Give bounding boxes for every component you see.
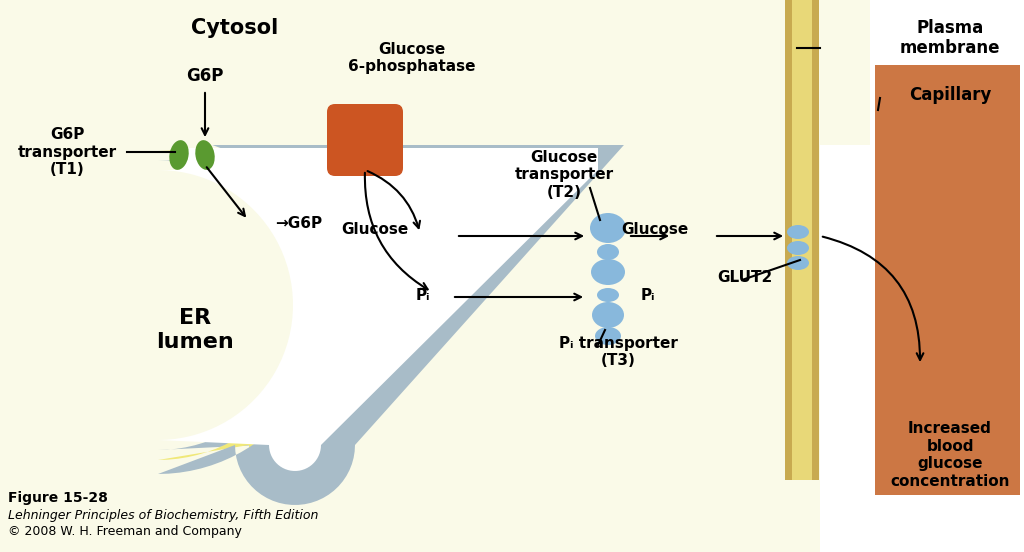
Bar xyxy=(0,0,820,552)
Polygon shape xyxy=(158,170,598,471)
Ellipse shape xyxy=(196,140,215,170)
Ellipse shape xyxy=(787,225,809,239)
Text: Glucose: Glucose xyxy=(622,222,688,237)
Ellipse shape xyxy=(595,327,621,345)
Polygon shape xyxy=(146,136,632,505)
Text: G6P
transporter
(T1): G6P transporter (T1) xyxy=(17,127,117,177)
Bar xyxy=(874,65,1020,495)
FancyBboxPatch shape xyxy=(327,104,403,176)
Text: Cytosol: Cytosol xyxy=(191,18,279,38)
Bar xyxy=(0,0,870,145)
Ellipse shape xyxy=(591,259,625,285)
Bar xyxy=(792,0,812,480)
Polygon shape xyxy=(158,160,608,481)
Text: Pᵢ: Pᵢ xyxy=(641,288,655,302)
Text: Increased
blood
glucose
concentration: Increased blood glucose concentration xyxy=(890,421,1010,489)
Text: GLUT2: GLUT2 xyxy=(718,270,773,285)
Ellipse shape xyxy=(787,241,809,255)
Text: Lehninger Principles of Biochemistry, Fifth Edition: Lehninger Principles of Biochemistry, Fi… xyxy=(8,509,318,523)
Ellipse shape xyxy=(592,302,624,328)
Text: →G6P: →G6P xyxy=(275,215,323,231)
Ellipse shape xyxy=(787,256,809,270)
Text: G6P: G6P xyxy=(186,67,223,85)
Text: Pᵢ transporter
(T3): Pᵢ transporter (T3) xyxy=(558,336,678,368)
Bar xyxy=(180,148,598,170)
Text: Glucose
transporter
(T2): Glucose transporter (T2) xyxy=(514,150,613,200)
Ellipse shape xyxy=(597,288,618,302)
Text: Figure 15-28: Figure 15-28 xyxy=(8,491,108,505)
Text: Pᵢ: Pᵢ xyxy=(416,288,430,302)
Ellipse shape xyxy=(590,213,626,243)
Text: Capillary: Capillary xyxy=(909,86,991,104)
Text: Glucose
6-phosphatase: Glucose 6-phosphatase xyxy=(348,42,476,74)
Text: Plasma
membrane: Plasma membrane xyxy=(900,19,1000,57)
Text: ER
lumen: ER lumen xyxy=(156,309,233,352)
Bar xyxy=(812,0,819,480)
Polygon shape xyxy=(158,150,618,491)
Text: Glucose: Glucose xyxy=(341,222,408,237)
Ellipse shape xyxy=(169,140,188,170)
Ellipse shape xyxy=(597,244,618,260)
Text: © 2008 W. H. Freeman and Company: © 2008 W. H. Freeman and Company xyxy=(8,526,242,539)
Bar xyxy=(785,0,792,480)
